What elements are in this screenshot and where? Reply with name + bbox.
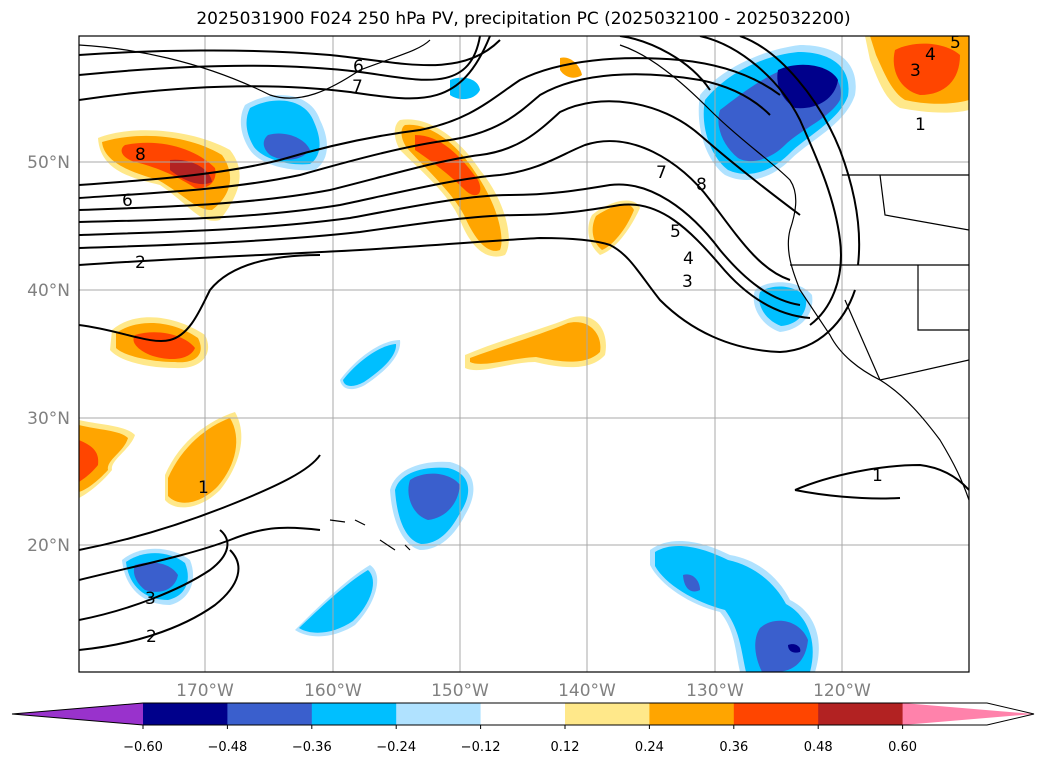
lon-label: 150°W <box>431 681 489 701</box>
contour-label: 8 <box>696 175 707 195</box>
lon-label: 130°W <box>686 681 744 701</box>
lon-label: 140°W <box>558 681 616 701</box>
contour-label: 1 <box>198 478 209 498</box>
colorbar-tick-label: 0.48 <box>804 740 833 755</box>
lon-label: 170°W <box>176 681 234 701</box>
colorbar-tick-label: 0.60 <box>888 740 917 755</box>
map-frame <box>78 35 970 673</box>
contour-label: 2 <box>146 627 157 647</box>
lat-label: 40°N <box>27 281 70 301</box>
coastlines <box>79 39 969 551</box>
colorbar-extend-low <box>12 703 143 725</box>
colorbar-ticks: −0.60 −0.48 −0.36 −0.24 −0.12 0.12 0.24 0.36 0.4… <box>123 725 917 755</box>
colorbar-tick-label: −0.48 <box>207 740 247 755</box>
contour-label: 5 <box>670 222 681 242</box>
colorbar-swatch <box>480 703 566 725</box>
colorbar-extend-high <box>902 703 1034 725</box>
colorbar-outline <box>11 702 1035 726</box>
colorbar-swatch <box>311 703 397 725</box>
colorbar-tick-label: −0.60 <box>123 740 163 755</box>
colorbar-swatch <box>227 703 313 725</box>
contour-label: 3 <box>910 61 921 81</box>
colorbar-swatch <box>649 703 735 725</box>
lat-label: 50°N <box>27 153 70 173</box>
contour-label: 1 <box>872 466 883 486</box>
contour-label: 7 <box>656 163 667 183</box>
contour-labels: 6 7 8 6 2 5 4 3 7 8 1 3 4 5 1 1 2 3 <box>122 33 961 647</box>
contour-label: 4 <box>683 249 694 269</box>
colorbar-tick-label: −0.36 <box>292 740 332 755</box>
lon-labels: 170°W 160°W 150°W 140°W 130°W 120°W <box>176 681 871 701</box>
lon-label: 120°W <box>813 681 871 701</box>
negative-precip-area <box>122 45 856 672</box>
contour-label: 7 <box>352 77 363 97</box>
colorbar-tick-label: 0.36 <box>719 740 748 755</box>
colorbar-tick-label: 0.24 <box>635 740 664 755</box>
colorbar-tick-label: −0.12 <box>461 740 501 755</box>
map-title: 2025031900 F024 250 hPa PV, precipitatio… <box>196 9 851 29</box>
contour-label: 3 <box>682 272 693 292</box>
pv-contours <box>79 36 969 651</box>
contour-label: 4 <box>925 45 936 65</box>
contour-label: 6 <box>353 57 364 77</box>
lat-label: 20°N <box>27 536 70 556</box>
colorbar-swatch <box>143 703 228 725</box>
lat-label: 30°N <box>27 409 70 429</box>
colorbar-swatch <box>565 703 650 725</box>
contour-label: 5 <box>950 33 961 53</box>
contour-label: 1 <box>915 115 926 135</box>
colorbar-swatch <box>396 703 482 725</box>
colorbar: −0.60 −0.48 −0.36 −0.24 −0.12 0.12 0.24 0.36 0.4… <box>11 702 1035 755</box>
lon-label: 160°W <box>304 681 362 701</box>
lat-labels: 50°N 40°N 30°N 20°N <box>27 153 70 556</box>
contour-label: 2 <box>135 253 146 273</box>
contour-label: 3 <box>145 589 156 609</box>
contour-label: 8 <box>135 145 146 165</box>
colorbar-tick-label: −0.24 <box>376 740 416 755</box>
colorbar-swatches <box>12 703 1034 725</box>
gridlines <box>79 36 969 672</box>
contour-label: 6 <box>122 191 133 211</box>
colorbar-swatch <box>733 703 819 725</box>
colorbar-tick-label: 0.12 <box>551 740 580 755</box>
colorbar-swatch <box>818 703 904 725</box>
